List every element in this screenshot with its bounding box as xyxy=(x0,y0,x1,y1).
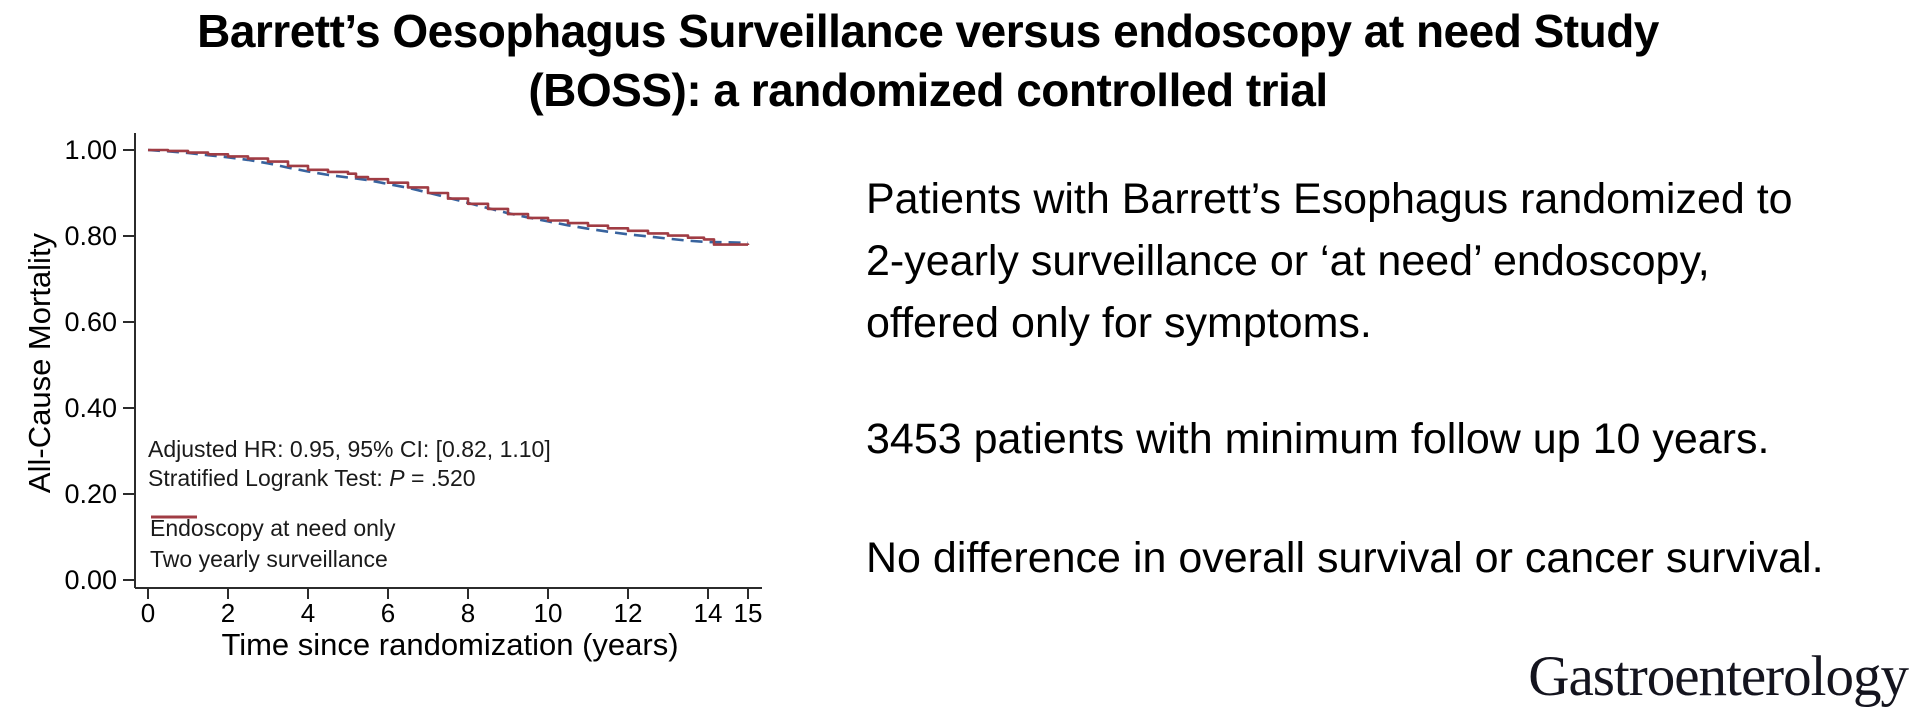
summary-paragraph-patients: 3453 patients with minimum follow up 10 … xyxy=(866,415,1770,463)
y-axis-title: All-Cause Mortality xyxy=(22,232,57,493)
chart-legend: Endoscopy at need only Two yearly survei… xyxy=(150,513,396,575)
km-chart: 0.00 0.20 0.40 0.60 0.80 1.00 0 2 4 6 8 10 12 14 15 Tim… xyxy=(20,105,820,685)
y-tick-label: 1.00 xyxy=(64,135,117,165)
km-plot-svg: 0.00 0.20 0.40 0.60 0.80 1.00 0 2 4 6 8 10 12 14 15 Tim… xyxy=(22,133,763,662)
solid-line-sample-icon xyxy=(151,515,197,519)
x-tick-label: 15 xyxy=(734,598,763,628)
series-two-yearly-surveillance xyxy=(148,148,750,246)
annotation-logrank-prefix: Stratified Logrank Test: xyxy=(148,465,390,491)
page-title-line1: Barrett’s Oesophagus Surveillance versus… xyxy=(197,5,1659,57)
legend-label-surveillance: Two yearly surveillance xyxy=(150,546,388,572)
summary-p1-line3: offered only for symptoms. xyxy=(866,299,1372,347)
summary-paragraph-randomization: Patients with Barrett’s Esophagus random… xyxy=(866,168,1916,354)
legend-label-endoscopy: Endoscopy at need only xyxy=(150,515,396,541)
y-tick-label: 0.00 xyxy=(64,565,117,595)
chart-annotation: Adjusted HR: 0.95, 95% CI: [0.82, 1.10] … xyxy=(148,435,551,493)
axes xyxy=(134,133,762,589)
y-axis: 0.00 0.20 0.40 0.60 0.80 1.00 xyxy=(64,135,135,595)
summary-paragraph-result: No difference in overall survival or can… xyxy=(866,534,1824,582)
x-tick-label: 4 xyxy=(301,598,315,628)
x-tick-label: 10 xyxy=(534,598,563,628)
x-tick-label: 6 xyxy=(381,598,395,628)
y-tick-label: 0.20 xyxy=(64,479,117,509)
x-axis-title: Time since randomization (years) xyxy=(221,627,678,662)
y-tick-label: 0.80 xyxy=(64,221,117,251)
page-title-line2: (BOSS): a randomized controlled trial xyxy=(528,64,1328,116)
x-tick-label: 14 xyxy=(694,598,723,628)
annotation-logrank-suffix: = .520 xyxy=(404,465,476,491)
legend-item-surveillance: Two yearly surveillance xyxy=(150,515,396,575)
annotation-p-symbol: P xyxy=(389,465,405,491)
annotation-logrank-line: Stratified Logrank Test: P = .520 xyxy=(148,464,551,493)
x-tick-label: 12 xyxy=(614,598,643,628)
y-tick-label: 0.60 xyxy=(64,307,117,337)
legend-item-endoscopy: Endoscopy at need only xyxy=(150,513,396,544)
annotation-hr-line: Adjusted HR: 0.95, 95% CI: [0.82, 1.10] xyxy=(148,436,551,462)
summary-p1-line1: Patients with Barrett’s Esophagus random… xyxy=(866,175,1793,223)
x-axis: 0 2 4 6 8 10 12 14 15 xyxy=(141,588,763,628)
x-tick-label: 0 xyxy=(141,598,155,628)
summary-p1-line2: 2-yearly surveillance or ‘at need’ endos… xyxy=(866,237,1710,285)
x-tick-label: 8 xyxy=(461,598,475,628)
x-tick-label: 2 xyxy=(221,598,235,628)
y-tick-label: 0.40 xyxy=(64,393,117,423)
page-title: Barrett’s Oesophagus Surveillance versus… xyxy=(0,2,1856,120)
journal-logo: Gastroenterology xyxy=(1528,645,1909,708)
